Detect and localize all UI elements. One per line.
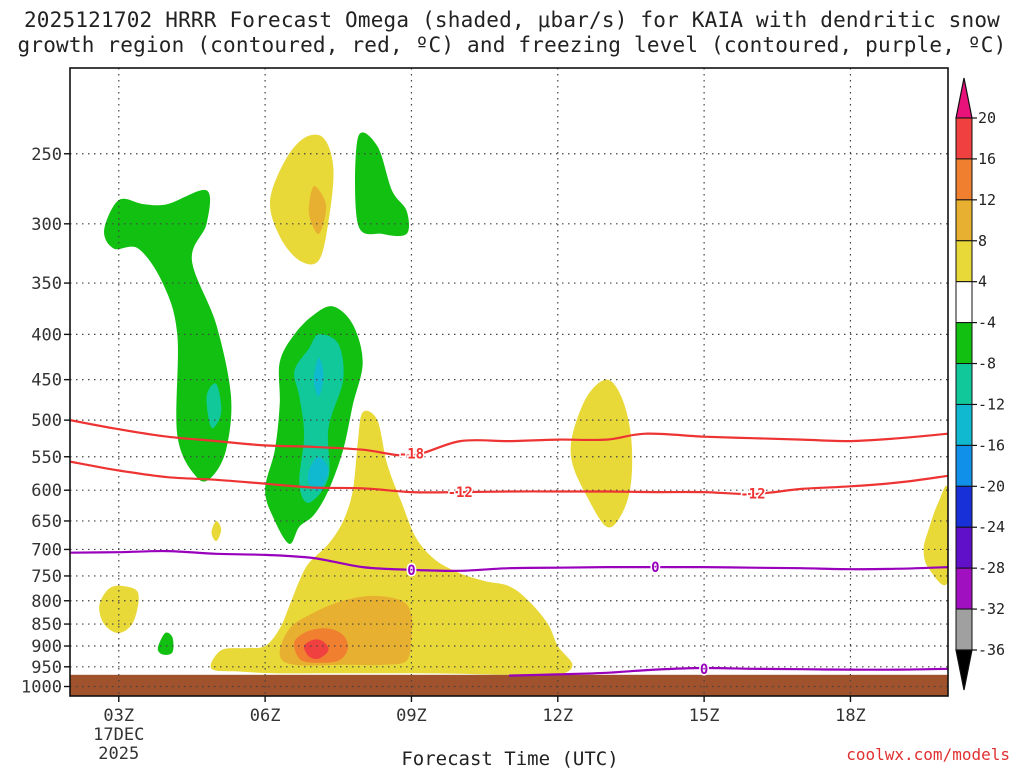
colorbar-band <box>955 567 973 610</box>
contour-line-0 <box>70 419 948 457</box>
colorbar-min-arrow <box>955 649 973 691</box>
x-tick-label: 03Z <box>103 706 134 726</box>
y-tick-label: 850 <box>31 615 62 635</box>
ground-bar <box>70 674 948 696</box>
omega-region-5 <box>294 334 344 503</box>
colorbar-label: 4 <box>978 273 987 291</box>
contour-label: -18 <box>399 446 424 462</box>
colorbar-label: -32 <box>978 600 1005 618</box>
contour-label: -12 <box>740 486 765 502</box>
colorbar-label: 12 <box>978 191 996 209</box>
colorbar-band <box>955 608 973 651</box>
contour-line-3 <box>508 666 948 677</box>
y-tick-label: 300 <box>31 215 62 235</box>
colorbar-band <box>955 240 973 283</box>
y-tick-label: 400 <box>31 325 62 345</box>
colorbar-label: -36 <box>978 641 1005 659</box>
x-axis-label: Forecast Time (UTC) <box>401 748 618 768</box>
y-tick-label: 500 <box>31 411 62 431</box>
y-tick-label: 600 <box>31 481 62 501</box>
omega-region-12 <box>303 639 329 660</box>
colorbar-label: 8 <box>978 232 987 250</box>
y-tick-label: 750 <box>31 567 62 587</box>
contour-line-1 <box>70 460 948 496</box>
colorbar-label: 20 <box>978 109 996 127</box>
y-tick-label: 700 <box>31 540 62 560</box>
x-tick-label: 06Z <box>250 706 281 726</box>
chart-title-line-1: 2025121702 HRRR Forecast Omega (shaded, … <box>23 8 1001 32</box>
contour-line-2 <box>70 549 948 572</box>
contour-label: 0 <box>651 560 659 576</box>
colorbar-band <box>955 485 973 528</box>
colorbar-band <box>955 117 973 160</box>
ground-layer <box>70 674 948 696</box>
y-tick-label: 550 <box>31 448 62 468</box>
omega-region-7 <box>307 456 329 491</box>
x-tick-label: 12Z <box>542 706 573 726</box>
omega-region-9 <box>210 410 573 676</box>
colorbar-band <box>955 158 973 201</box>
colorbar-band <box>955 526 973 569</box>
x-date-label: 2025 <box>98 744 139 764</box>
plot-border <box>69 67 949 697</box>
y-tick-label: 250 <box>31 145 62 165</box>
y-tick-label: 900 <box>31 637 62 657</box>
colorbar-label: -24 <box>978 518 1005 536</box>
colorbar-band <box>955 199 973 242</box>
y-tick-label: 350 <box>31 274 62 294</box>
chart-title-line-2: growth region (contoured, red, ºC) and f… <box>17 33 1007 57</box>
colorbar-band <box>955 403 973 446</box>
omega-region-3 <box>355 132 410 237</box>
y-tick-label: 950 <box>31 658 62 678</box>
colorbar-label: -28 <box>978 559 1005 577</box>
omega-region-8 <box>206 383 222 429</box>
colorbar-label: -12 <box>978 395 1005 413</box>
contour-lines: -18 -12 -12 0 0 0 <box>70 419 948 679</box>
omega-region-17 <box>211 520 222 542</box>
credit-text: coolwx.com/models <box>846 745 1010 764</box>
colorbar-band <box>955 322 973 365</box>
omega-region-14 <box>923 485 948 586</box>
plot-frame <box>69 67 949 697</box>
colorbar: 20 16 12 8 4 -4 -8 -12 -16 -20 -24 -28 -32 -36 <box>955 77 1005 691</box>
colorbar-label: 16 <box>978 150 996 168</box>
omega-region-2 <box>308 186 327 234</box>
colorbar-max-arrow <box>955 77 973 119</box>
colorbar-band <box>955 281 973 324</box>
y-tick-label: 1000 <box>21 678 62 698</box>
x-date-label: 17DEC <box>93 725 144 745</box>
colorbar-label: -16 <box>978 436 1005 454</box>
x-tick-label: 15Z <box>689 706 720 726</box>
shaded-regions <box>99 132 948 676</box>
colorbar-band <box>955 363 973 405</box>
y-tick-label: 650 <box>31 512 62 532</box>
contour-label: -12 <box>448 485 473 501</box>
x-tick-label: 18Z <box>835 706 866 726</box>
y-tick-label: 450 <box>31 371 62 391</box>
contour-label: 0 <box>407 563 415 579</box>
omega-region-16 <box>157 632 174 655</box>
contour-label: 0 <box>700 662 708 678</box>
colorbar-label: -4 <box>978 314 996 332</box>
y-tick-label: 800 <box>31 592 62 612</box>
y-axis-ticks: 2503003504004505005506006507007508008509… <box>21 145 70 698</box>
omega-region-0 <box>104 189 232 482</box>
colorbar-band <box>955 444 973 487</box>
colorbar-label: -8 <box>978 355 996 373</box>
colorbar-label: -20 <box>978 477 1005 495</box>
omega-region-13 <box>570 379 633 528</box>
grid-lines <box>70 68 948 696</box>
x-tick-label: 09Z <box>396 706 427 726</box>
omega-region-6 <box>313 357 324 397</box>
